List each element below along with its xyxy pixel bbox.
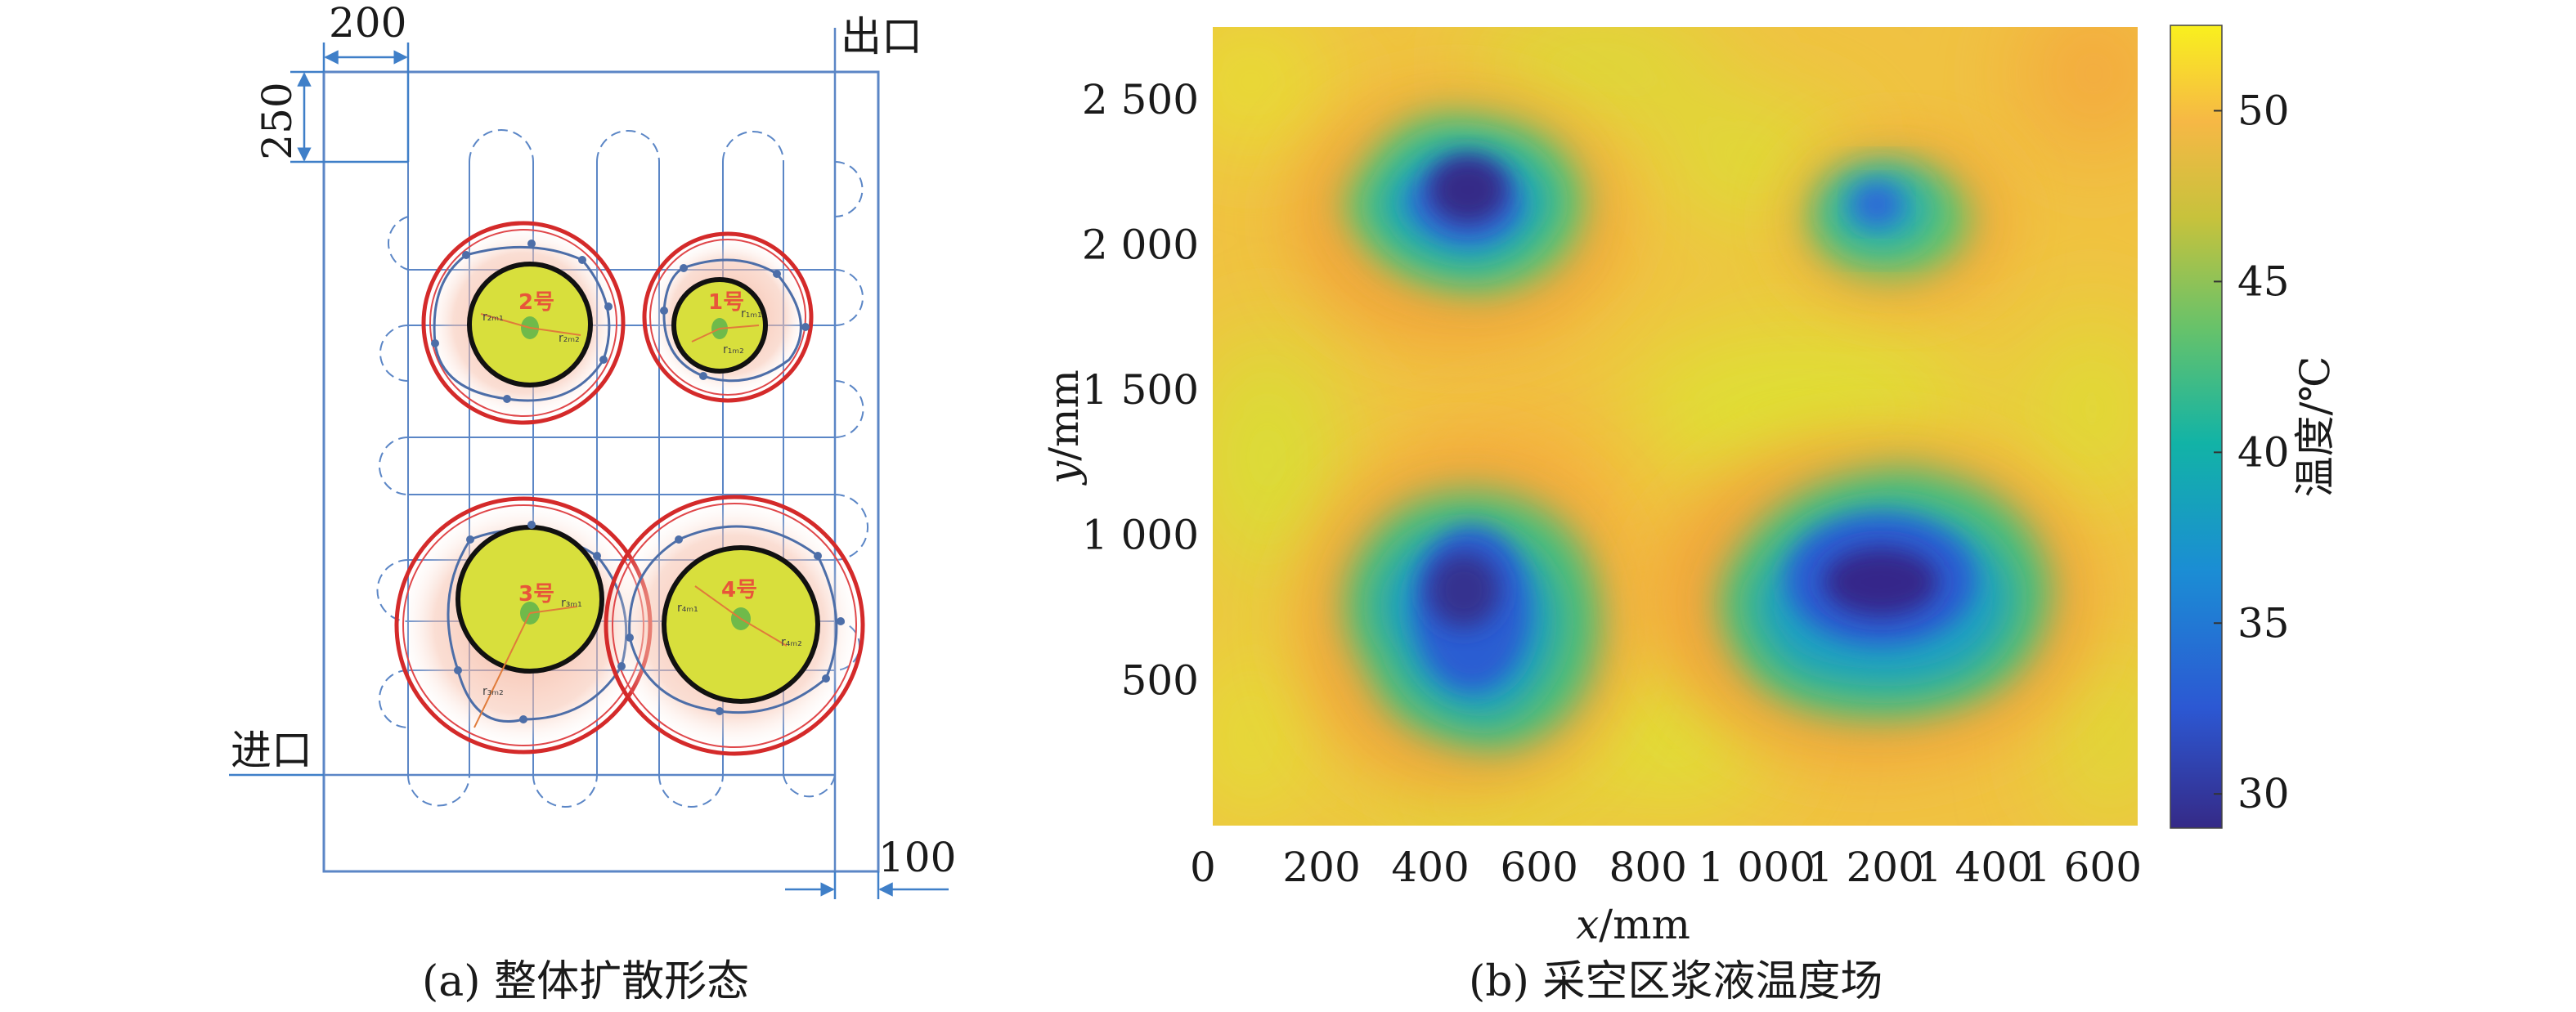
circle-3-label: 3号 (518, 582, 554, 607)
heatmap (1213, 27, 2138, 826)
diffusion-circle-2: 2号 r₂ₘ₁ r₂ₘ₂ (421, 221, 626, 425)
y-axis-title-var: y (1040, 460, 1088, 486)
x-tick-label: 800 (1609, 844, 1687, 891)
x-tick-label: 1 600 (2025, 844, 2142, 891)
circle-3-r1: r₃ₘ₁ (561, 597, 582, 610)
circle-3-r2: r₃ₘ₂ (482, 685, 504, 698)
left-panel: 2号 r₂ₘ₁ r₂ₘ₂ 1号 r₁ₘ₁ r₁ₘ₂ (229, 0, 956, 1006)
y-axis: 500 1 000 1 500 2 000 2 500 (1082, 76, 1199, 705)
dim-bottom-right-label: 100 (878, 834, 956, 881)
x-tick-label: 400 (1391, 844, 1469, 891)
x-tick-label: 1 400 (1916, 844, 2033, 891)
circle-1-label: 1号 (708, 290, 744, 315)
diffusion-circle-3: 3号 r₃ₘ₁ r₃ₘ₂ (394, 496, 653, 755)
colorbar-tick-label: 40 (2237, 428, 2290, 476)
x-tick-label: 1 000 (1699, 844, 1815, 891)
circle-4-r1: r₄ₘ₁ (677, 602, 698, 615)
y-tick-label: 1 000 (1082, 512, 1199, 559)
circle-2-r2: r₂ₘ₂ (559, 332, 580, 345)
y-tick-label: 500 (1121, 656, 1199, 704)
diffusion-circle-4: 4号 r₄ₘ₁ r₄ₘ₂ (604, 495, 865, 756)
colorbar-tick-label: 50 (2237, 87, 2290, 134)
cold-spot-4 (1652, 437, 2094, 764)
inlet-label: 进口 (231, 727, 312, 774)
circle-1-r2: r₁ₘ₂ (723, 343, 744, 356)
y-tick-label: 1 500 (1082, 366, 1199, 414)
circle-2-label: 2号 (518, 290, 554, 315)
circle-4-r2: r₄ₘ₂ (781, 636, 802, 649)
x-axis-title-unit: /mm (1599, 901, 1690, 948)
caption-a: (a) 整体扩散形态 (422, 957, 749, 1006)
x-tick-label: 600 (1500, 844, 1577, 891)
x-tick-label: 1 200 (1807, 844, 1924, 891)
caption-b: (b) 采空区浆液温度场 (1469, 957, 1883, 1006)
colorbar-title: 温度/℃ (2291, 356, 2339, 498)
outer-frame (322, 70, 880, 873)
outlet-label: 出口 (841, 13, 922, 60)
cold-spot-2 (1292, 92, 1619, 346)
y-axis-title: y/mm (1040, 369, 1088, 486)
y-tick-label: 2 500 (1082, 76, 1199, 123)
x-axis-title-var: x (1576, 901, 1599, 948)
cold-spot-1 (1791, 139, 2004, 302)
colorbar-tick-label: 45 (2237, 257, 2290, 305)
colorbar (2170, 25, 2223, 829)
colorbar-tick-label: 30 (2237, 770, 2290, 817)
diffusion-circle-1: 1号 r₁ₘ₁ r₁ₘ₂ (642, 231, 814, 403)
colorbar-tick-label: 35 (2237, 599, 2290, 647)
dim-left-label: 250 (254, 82, 301, 159)
monitoring-points (431, 240, 845, 723)
dimension-lines (229, 43, 949, 899)
dim-top-label: 200 (329, 0, 406, 47)
circle-1-r1: r₁ₘ₁ (741, 307, 762, 320)
x-tick-label: 200 (1282, 844, 1360, 891)
circle-4-label: 4号 (721, 578, 757, 602)
colorbar-ticks: 30 35 40 45 50 (2214, 87, 2290, 817)
cold-spot-3 (1300, 450, 1627, 793)
x-axis-title: x/mm (1576, 901, 1690, 948)
circle-2-r1: r₂ₘ₁ (482, 311, 504, 324)
y-axis-title-unit: /mm (1040, 369, 1088, 461)
axis-origin-label: 0 (1190, 844, 1216, 891)
y-tick-label: 2 000 (1082, 221, 1199, 268)
